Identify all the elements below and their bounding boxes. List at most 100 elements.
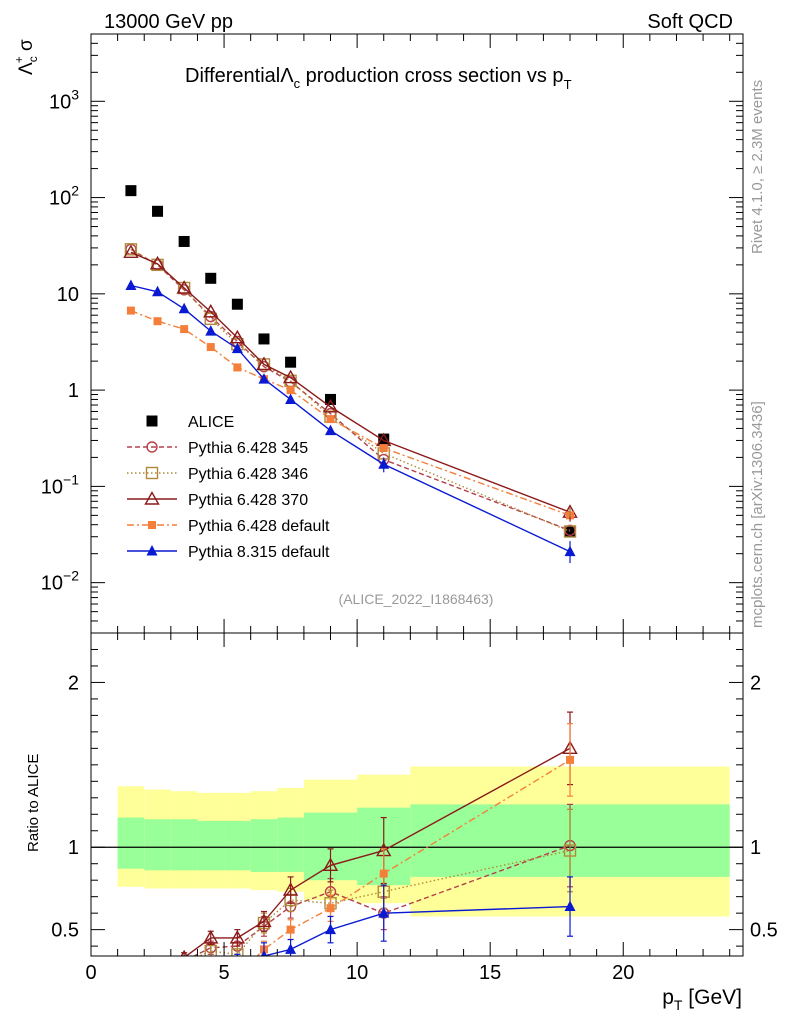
analysis-id-annotation: (ALICE_2022_I1868463) — [339, 591, 494, 607]
data-point — [203, 303, 219, 318]
ratio-point — [124, 966, 137, 978]
ratio-point — [282, 882, 299, 896]
series-line-5 — [130, 284, 571, 553]
ratio-y-tick-label: 2 — [68, 672, 79, 694]
data-point — [231, 298, 243, 310]
series-line-1 — [130, 248, 571, 531]
inner-band — [170, 819, 198, 871]
data-point — [258, 373, 270, 384]
y-tick-label: 103 — [49, 86, 79, 113]
ratio-point — [153, 963, 163, 973]
x-tick-label: 15 — [479, 962, 501, 984]
ratio-point — [179, 957, 190, 968]
ratio-y-tick-label: 1 — [68, 837, 79, 859]
ratio-point — [325, 923, 337, 935]
ratio-point — [152, 983, 163, 994]
y-tick-label: 10−1 — [41, 471, 79, 498]
main-y-axis-label: Λc+ σ — [12, 39, 40, 75]
series-line-4 — [130, 309, 571, 517]
x-axis-label: pT [GeV] — [662, 986, 742, 1013]
ratio-y-tick-label-right: 0.5 — [750, 920, 778, 942]
ratio-axes: 0.5 0.51 12 20 5 10 15 20 — [51, 633, 778, 984]
legend-label-0: ALICE — [188, 414, 234, 431]
ratio-point — [286, 925, 295, 934]
y-tick-label: 1 — [68, 380, 79, 402]
ratio-point — [125, 990, 136, 1001]
data-point — [124, 243, 138, 256]
ratio-point — [566, 755, 575, 764]
data-point — [176, 280, 192, 294]
series-line-2 — [130, 248, 571, 533]
data-point — [325, 424, 337, 436]
ratio-point — [563, 844, 577, 857]
data-point — [152, 205, 164, 217]
legend-marker-1 — [146, 441, 158, 453]
ratio-point — [326, 904, 335, 913]
ratio-point — [233, 972, 241, 980]
legend-marker-4 — [148, 521, 156, 529]
data-point — [231, 342, 243, 354]
ratio-point — [379, 869, 388, 878]
legend-marker-5 — [146, 545, 158, 556]
data-point — [286, 386, 295, 395]
ratio-line-4 — [256, 759, 571, 956]
ratio-line-5 — [261, 905, 571, 956]
y-tick-label: 10−2 — [41, 568, 79, 595]
ratio-point — [231, 948, 244, 956]
data-point — [125, 279, 137, 291]
data-point — [378, 433, 390, 445]
inner-band — [144, 819, 171, 871]
ratio-y-tick-label-right: 2 — [750, 672, 761, 694]
ratio-line-1 — [192, 844, 571, 956]
ratio-y-tick-label: 0.5 — [51, 920, 79, 942]
data-point — [178, 235, 190, 247]
legend-label-1: Pythia 6.428 345 — [188, 440, 308, 457]
series-line-3 — [130, 251, 571, 513]
ratio-panel-bands — [91, 766, 743, 917]
data-point — [125, 185, 137, 197]
ratio-point — [203, 929, 219, 944]
data-point — [178, 302, 190, 314]
data-point — [326, 415, 335, 424]
inner-band — [197, 820, 225, 871]
data-point — [151, 258, 164, 272]
ratio-point — [232, 957, 243, 968]
data-point — [322, 398, 339, 413]
ratio-point — [229, 929, 246, 944]
header-left-label: 13000 GeV pp — [104, 11, 233, 33]
ratio-panel-content — [124, 711, 578, 1006]
y-tick-label: 102 — [49, 183, 79, 210]
x-tick-label: 0 — [85, 962, 96, 984]
data-point — [285, 356, 297, 368]
ratio-point — [127, 998, 135, 1006]
ratio-line-3 — [185, 747, 571, 956]
data-point — [149, 255, 166, 270]
legend-label-3: Pythia 6.428 370 — [188, 492, 308, 509]
data-point — [123, 244, 139, 259]
rivet-version-label: Rivet 4.1.0, ≥ 2.3M events — [749, 80, 766, 254]
chart-title: DifferentialΛc production cross section … — [185, 65, 572, 92]
ratio-point — [260, 950, 268, 956]
inner-band — [224, 820, 251, 871]
x-tick-label: 5 — [218, 962, 229, 984]
legend-marker-2 — [145, 466, 159, 480]
data-point — [258, 333, 270, 345]
ratio-point — [322, 857, 339, 872]
legend-marker-3 — [144, 491, 160, 505]
data-point — [205, 272, 217, 284]
inner-band — [250, 819, 278, 872]
legend-label-5: Pythia 8.315 default — [188, 544, 330, 561]
data-point — [126, 306, 135, 315]
ratio-point — [204, 944, 217, 956]
ratio-point — [126, 967, 136, 977]
ratio-point — [285, 943, 297, 954]
data-point — [282, 369, 299, 384]
ratio-panel-frame — [90, 632, 744, 957]
y-tick-label: 10 — [57, 284, 79, 306]
series-0 — [125, 185, 576, 537]
mcplots-label: mcplots.cern.ch [arXiv:1306.3436] — [749, 401, 766, 628]
inner-band — [117, 817, 145, 869]
ratio-series — [124, 711, 578, 1006]
data-point — [285, 393, 297, 404]
